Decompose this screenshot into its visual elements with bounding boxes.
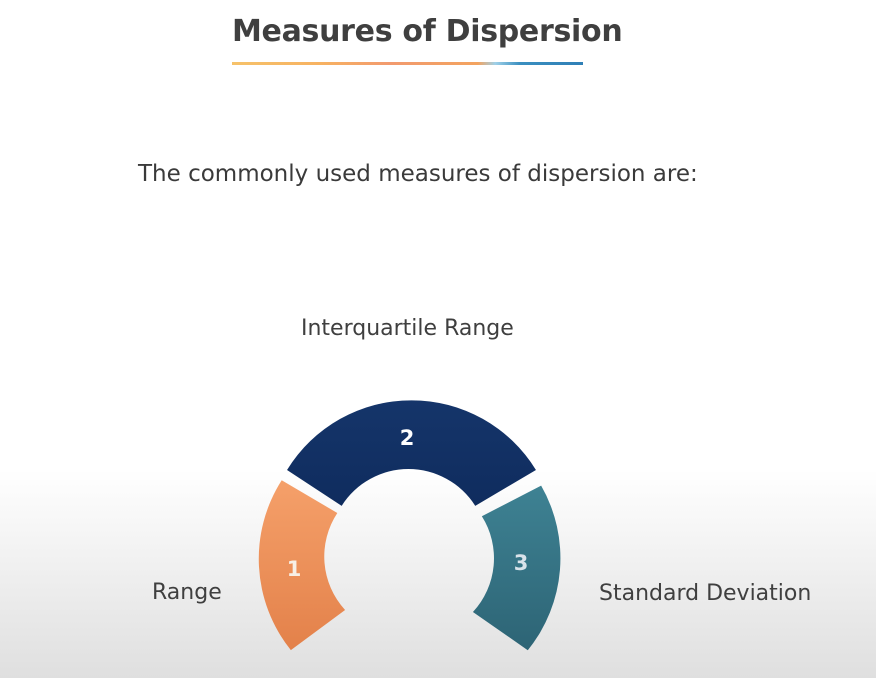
intro-text: The commonly used measures of dispersion… (138, 161, 698, 187)
title-underline (232, 62, 583, 65)
label-interquartile-range: Interquartile Range (301, 316, 514, 341)
gauge-segment-2 (287, 400, 536, 506)
segment-number-1: 1 (287, 557, 302, 581)
gauge-segment-3 (472, 485, 561, 651)
gauge-segment-1 (258, 480, 346, 651)
segment-number-2: 2 (400, 426, 415, 450)
label-range: Range (152, 580, 222, 605)
slide-title: Measures of Dispersion (232, 14, 623, 49)
label-standard-deviation: Standard Deviation (599, 581, 812, 606)
segment-number-3: 3 (514, 551, 529, 575)
